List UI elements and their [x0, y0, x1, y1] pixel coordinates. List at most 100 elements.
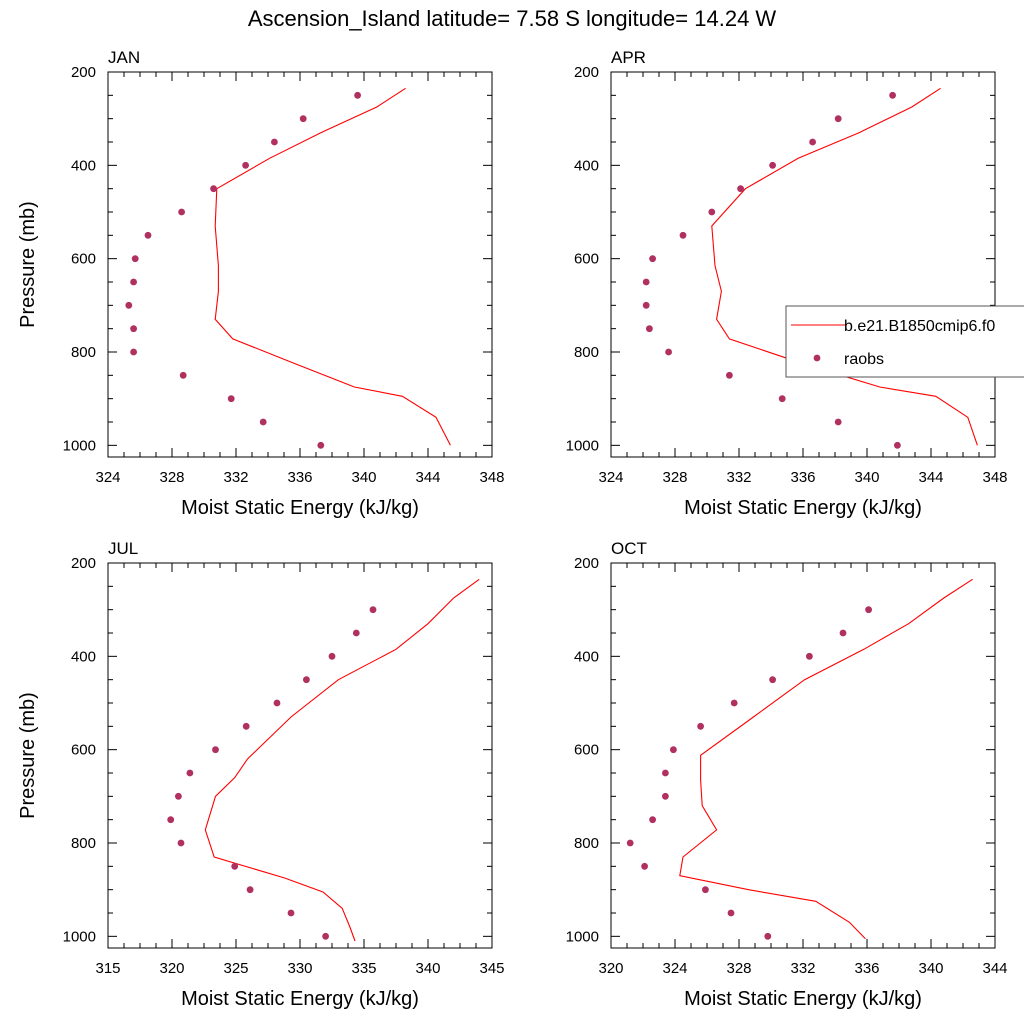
x-tick-label: 344 — [415, 469, 440, 486]
x-tick-label: 332 — [790, 960, 815, 977]
y-tick-label: 1000 — [63, 928, 96, 945]
panel-title: APR — [611, 48, 646, 67]
y-tick-label: 800 — [71, 344, 96, 361]
raobs-point — [764, 932, 772, 940]
panel-apr: 324 328 332 336 340 344 348 200 400 600 800 1000 APR… — [566, 48, 1008, 519]
x-tick-label: 324 — [598, 469, 623, 486]
raobs-point — [834, 115, 842, 123]
x-tick-label: 340 — [918, 960, 943, 977]
raobs-point — [131, 255, 139, 263]
x-tick-label: 332 — [223, 469, 248, 486]
panel-jul: 315 320 325 330 335 340 345 200 400 600 800 1000 JUL… — [17, 539, 505, 1010]
legend-marker-swatch — [813, 354, 821, 362]
raobs-point — [178, 208, 186, 216]
x-tick-label: 330 — [287, 960, 312, 977]
raobs-point — [894, 441, 901, 449]
raobs-point — [130, 278, 138, 286]
x-tick-label: 340 — [854, 469, 879, 486]
y-tick-label: 200 — [71, 555, 96, 572]
raobs-point — [287, 909, 295, 917]
raobs-point — [649, 816, 656, 824]
raobs-point — [369, 606, 377, 614]
x-tick-label: 328 — [726, 960, 751, 977]
y-tick-label: 200 — [574, 64, 599, 81]
x-tick-label: 336 — [287, 469, 312, 486]
raobs-point — [727, 909, 735, 917]
raobs-point — [769, 676, 776, 684]
x-axis-title: Moist Static Energy (kJ/kg) — [181, 497, 419, 519]
y-tick-label: 600 — [574, 742, 599, 759]
raobs-point — [328, 652, 336, 660]
y-tick-label: 200 — [574, 555, 599, 572]
x-tick-label: 328 — [159, 469, 184, 486]
raobs-point — [649, 255, 656, 263]
raobs-point — [130, 325, 138, 333]
y-tick-label: 400 — [574, 648, 599, 665]
raobs-point — [778, 395, 786, 403]
y-tick-label: 400 — [71, 157, 96, 174]
raobs-point — [646, 325, 653, 333]
y-tick-label: 800 — [574, 835, 599, 852]
raobs-point — [210, 185, 218, 193]
raobs-point — [352, 629, 360, 637]
y-tick-label: 1000 — [63, 437, 96, 454]
raobs-point — [679, 231, 687, 239]
x-tick-label: 324 — [95, 469, 120, 486]
raobs-point — [806, 652, 813, 660]
y-tick-label: 1000 — [566, 437, 599, 454]
panel-title: OCT — [611, 539, 647, 558]
panel-title: JUL — [108, 539, 138, 558]
x-tick-label: 336 — [854, 960, 879, 977]
panel-jan: 324 328 332 336 340 344 348 200 400 600 800 1000 JAN… — [17, 48, 505, 519]
raobs-point — [737, 185, 744, 193]
raobs-point — [726, 371, 733, 379]
legend: b.e21.B1850cmip6.f0 raobs — [785, 305, 1024, 378]
x-tick-label: 320 — [598, 960, 623, 977]
legend-label-raobs: raobs — [844, 351, 884, 368]
x-axis-title: Moist Static Energy (kJ/kg) — [181, 988, 419, 1010]
raobs-point — [177, 839, 185, 847]
y-tick-label: 800 — [71, 835, 96, 852]
x-tick-label: 348 — [479, 469, 504, 486]
raobs-point — [839, 629, 847, 637]
raobs-point — [186, 769, 194, 777]
raobs-point — [769, 161, 776, 169]
raobs-point — [273, 699, 281, 707]
x-tick-label: 336 — [790, 469, 815, 486]
y-tick-label: 200 — [71, 64, 96, 81]
raobs-point — [144, 231, 152, 239]
y-tick-label: 600 — [71, 742, 96, 759]
legend-label-model: b.e21.B1850cmip6.f0 — [844, 318, 995, 335]
plot-frame — [610, 562, 996, 949]
model-profile-line — [679, 578, 973, 940]
raobs-point — [212, 746, 219, 754]
figure-title: Ascension_Island latitude= 7.58 S longit… — [248, 6, 777, 31]
raobs-point — [246, 886, 254, 894]
raobs-point — [642, 301, 650, 309]
raobs-point — [662, 769, 669, 777]
x-tick-label: 340 — [415, 960, 440, 977]
raobs-point — [175, 792, 182, 800]
x-tick-label: 348 — [982, 469, 1007, 486]
x-tick-label: 315 — [95, 960, 120, 977]
y-axis-title: Pressure (mb) — [17, 201, 39, 328]
raobs-point — [626, 839, 634, 847]
y-tick-label: 600 — [574, 251, 599, 268]
model-profile-line — [204, 578, 480, 942]
raobs-point — [834, 418, 842, 426]
x-axis-title: Moist Static Energy (kJ/kg) — [684, 497, 922, 519]
y-tick-label: 800 — [574, 344, 599, 361]
raobs-point — [167, 816, 175, 824]
x-tick-label: 340 — [351, 469, 376, 486]
x-tick-label: 332 — [726, 469, 751, 486]
raobs-point — [730, 699, 738, 707]
panel-oct: 320 324 328 332 336 340 344 200 400 600 800 1000 OCT… — [566, 539, 1008, 1010]
plot-frame — [610, 71, 996, 458]
x-tick-label: 335 — [351, 960, 376, 977]
raobs-point — [242, 161, 250, 169]
x-tick-label: 344 — [982, 960, 1007, 977]
x-tick-label: 328 — [662, 469, 687, 486]
raobs-point — [322, 932, 329, 940]
panels-group: 324 328 332 336 340 344 348 200 400 600 800 1000 JAN… — [17, 48, 1008, 1010]
x-axis-title: Moist Static Energy (kJ/kg) — [684, 988, 922, 1010]
